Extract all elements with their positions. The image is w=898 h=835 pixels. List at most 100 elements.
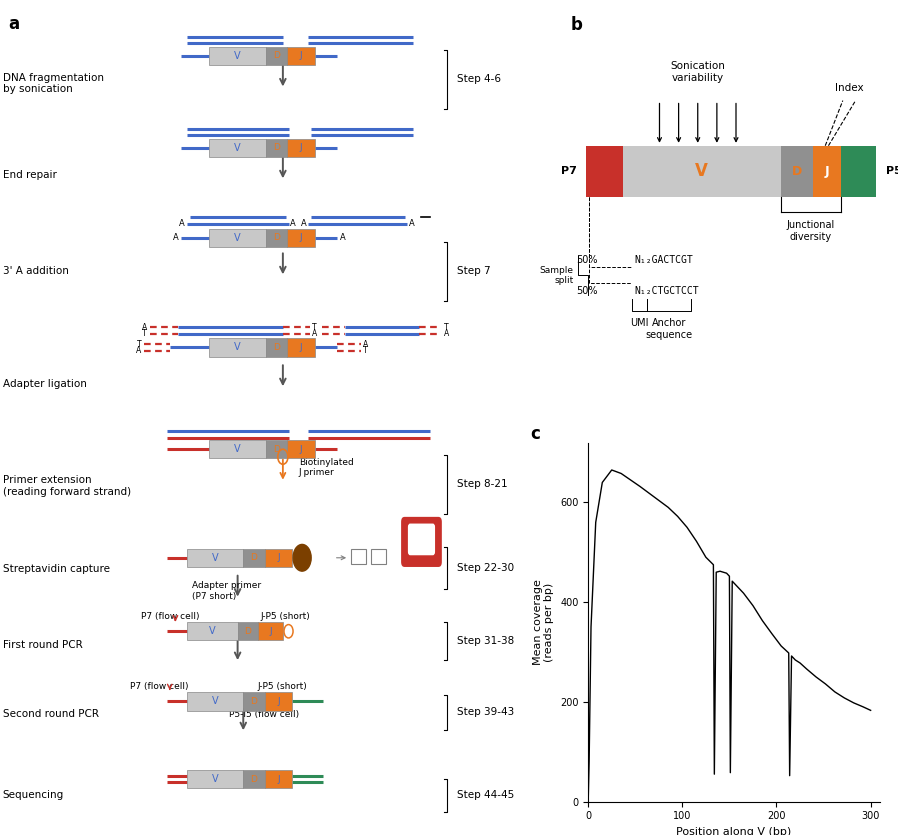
- Text: P7 (flow cell): P7 (flow cell): [142, 612, 200, 620]
- FancyBboxPatch shape: [266, 338, 287, 357]
- Text: V: V: [212, 553, 218, 563]
- FancyBboxPatch shape: [187, 549, 243, 567]
- Text: Streptavidin capture: Streptavidin capture: [3, 564, 110, 574]
- FancyBboxPatch shape: [243, 770, 265, 788]
- Text: DNA fragmentation
by sonication: DNA fragmentation by sonication: [3, 73, 104, 94]
- Text: Step 8-21: Step 8-21: [456, 479, 507, 489]
- Text: c: c: [530, 424, 540, 443]
- Text: J: J: [824, 164, 829, 178]
- Text: V: V: [209, 626, 216, 636]
- Text: T: T: [363, 347, 368, 355]
- FancyBboxPatch shape: [266, 440, 287, 458]
- FancyBboxPatch shape: [238, 622, 258, 640]
- FancyBboxPatch shape: [586, 145, 623, 197]
- Text: J: J: [277, 775, 279, 783]
- Text: Sequencing: Sequencing: [3, 790, 64, 800]
- Text: D: D: [273, 52, 280, 60]
- Text: A: A: [363, 340, 368, 348]
- Text: T: T: [143, 330, 147, 338]
- Text: Junctional
diversity: Junctional diversity: [787, 220, 835, 242]
- FancyBboxPatch shape: [187, 770, 243, 788]
- Text: A: A: [290, 220, 295, 228]
- Text: Step 4-6: Step 4-6: [456, 74, 500, 84]
- Text: Step 31-38: Step 31-38: [456, 636, 514, 645]
- FancyBboxPatch shape: [841, 145, 876, 197]
- Text: Index: Index: [835, 83, 864, 93]
- Text: Biotinylated
J primer: Biotinylated J primer: [299, 458, 354, 478]
- Text: J: J: [269, 627, 272, 635]
- Text: A: A: [409, 220, 414, 228]
- Text: A: A: [339, 234, 345, 242]
- Text: D: D: [273, 234, 280, 242]
- FancyBboxPatch shape: [351, 549, 366, 564]
- FancyBboxPatch shape: [265, 692, 292, 711]
- Text: D: D: [273, 445, 280, 453]
- Text: D: D: [273, 343, 280, 352]
- Text: J: J: [300, 52, 303, 60]
- Text: V: V: [695, 162, 709, 180]
- Text: P7 (flow cell): P7 (flow cell): [130, 682, 189, 691]
- Text: D: D: [251, 554, 258, 562]
- FancyBboxPatch shape: [243, 692, 265, 711]
- Text: A: A: [173, 234, 179, 242]
- Text: 50%: 50%: [576, 286, 597, 296]
- Text: J: J: [277, 554, 279, 562]
- FancyBboxPatch shape: [266, 139, 287, 157]
- Text: V: V: [212, 696, 218, 706]
- FancyBboxPatch shape: [780, 145, 813, 197]
- FancyBboxPatch shape: [401, 517, 442, 567]
- FancyBboxPatch shape: [813, 145, 841, 197]
- FancyBboxPatch shape: [287, 338, 314, 357]
- Text: J-P5 (short): J-P5 (short): [258, 682, 307, 691]
- Text: J-P5 (short): J-P5 (short): [260, 612, 310, 620]
- FancyBboxPatch shape: [623, 145, 780, 197]
- FancyBboxPatch shape: [209, 338, 266, 357]
- Text: A: A: [142, 323, 147, 331]
- Text: A: A: [313, 330, 318, 338]
- FancyBboxPatch shape: [243, 549, 265, 567]
- Text: b: b: [570, 16, 582, 34]
- X-axis label: Position along V (bp): Position along V (bp): [676, 827, 792, 835]
- Text: Primer extension
(reading forward strand): Primer extension (reading forward strand…: [3, 475, 131, 497]
- Text: Adapter ligation: Adapter ligation: [3, 379, 87, 389]
- Text: UMI: UMI: [630, 318, 649, 328]
- Text: A: A: [136, 347, 142, 355]
- Text: V: V: [234, 143, 241, 153]
- Text: Second round PCR: Second round PCR: [3, 709, 99, 719]
- Text: a: a: [8, 15, 20, 33]
- Text: D: D: [244, 627, 251, 635]
- Text: V: V: [234, 233, 241, 243]
- Text: A: A: [179, 220, 184, 228]
- FancyBboxPatch shape: [209, 229, 266, 247]
- FancyBboxPatch shape: [209, 440, 266, 458]
- Text: N₁₂CTGCTCCT: N₁₂CTGCTCCT: [634, 286, 699, 296]
- Text: D: D: [251, 697, 258, 706]
- Text: J: J: [277, 697, 279, 706]
- Text: Step 7: Step 7: [456, 266, 490, 276]
- FancyBboxPatch shape: [266, 47, 287, 65]
- Text: T: T: [313, 323, 317, 331]
- FancyBboxPatch shape: [187, 692, 243, 711]
- FancyBboxPatch shape: [265, 549, 292, 567]
- Text: V: V: [234, 342, 241, 352]
- Text: A: A: [444, 330, 449, 338]
- Circle shape: [293, 544, 312, 571]
- FancyBboxPatch shape: [371, 549, 386, 564]
- Text: J: J: [300, 144, 303, 152]
- Text: T: T: [136, 340, 142, 348]
- Text: V: V: [234, 444, 241, 454]
- Text: 50%: 50%: [576, 255, 597, 265]
- Text: P7: P7: [560, 166, 577, 176]
- Text: First round PCR: First round PCR: [3, 640, 83, 650]
- FancyBboxPatch shape: [408, 524, 435, 555]
- Text: Step 22-30: Step 22-30: [456, 563, 514, 573]
- FancyBboxPatch shape: [287, 139, 314, 157]
- Text: V: V: [234, 51, 241, 61]
- Text: J: J: [300, 234, 303, 242]
- Text: D: D: [791, 164, 802, 178]
- Text: J: J: [300, 343, 303, 352]
- FancyBboxPatch shape: [209, 47, 266, 65]
- Text: T: T: [444, 323, 448, 331]
- FancyBboxPatch shape: [265, 770, 292, 788]
- Text: 3' A addition: 3' A addition: [3, 266, 69, 276]
